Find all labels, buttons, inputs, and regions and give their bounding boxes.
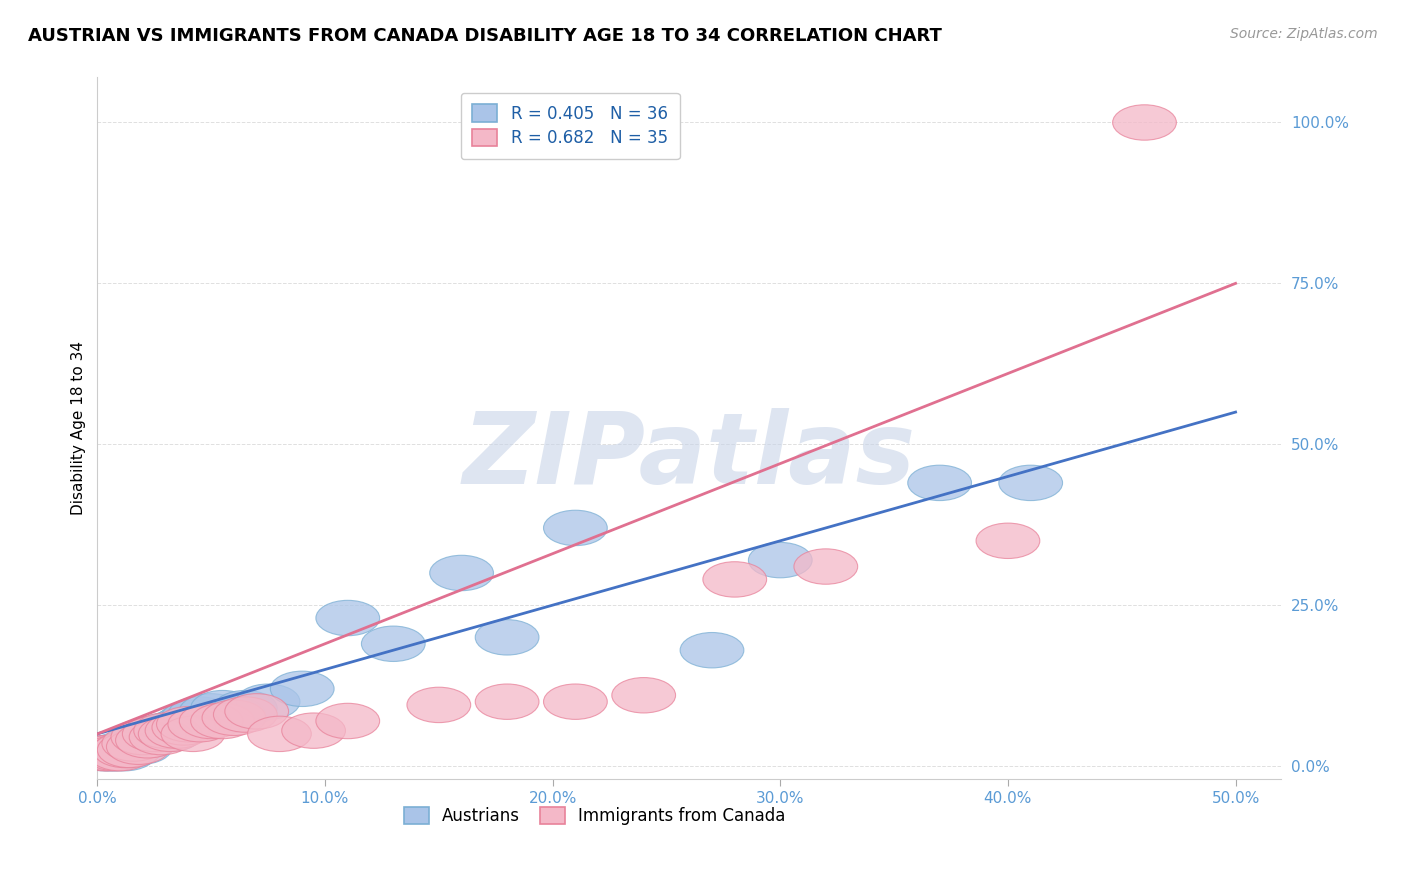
Ellipse shape [89,736,152,771]
Ellipse shape [703,562,766,597]
Ellipse shape [93,732,156,768]
Ellipse shape [236,684,299,719]
Ellipse shape [544,684,607,719]
Ellipse shape [180,694,243,729]
Ellipse shape [180,703,243,739]
Ellipse shape [247,716,311,752]
Ellipse shape [122,716,186,752]
Ellipse shape [794,549,858,584]
Ellipse shape [104,726,167,761]
Text: Source: ZipAtlas.com: Source: ZipAtlas.com [1230,27,1378,41]
Ellipse shape [122,716,186,752]
Ellipse shape [152,710,215,745]
Ellipse shape [406,687,471,723]
Ellipse shape [84,736,148,771]
Ellipse shape [129,719,193,755]
Ellipse shape [93,736,156,771]
Ellipse shape [129,716,193,752]
Ellipse shape [214,697,277,732]
Ellipse shape [77,736,141,771]
Ellipse shape [430,556,494,591]
Ellipse shape [162,716,225,752]
Ellipse shape [134,713,197,748]
Legend: Austrians, Immigrants from Canada: Austrians, Immigrants from Canada [395,799,794,834]
Ellipse shape [86,736,149,771]
Ellipse shape [167,697,232,732]
Ellipse shape [156,706,221,742]
Ellipse shape [681,632,744,668]
Ellipse shape [976,523,1040,558]
Ellipse shape [77,736,141,771]
Ellipse shape [167,706,232,742]
Ellipse shape [108,729,173,764]
Ellipse shape [162,700,225,736]
Ellipse shape [225,694,288,729]
Ellipse shape [97,732,162,768]
Ellipse shape [748,542,813,578]
Ellipse shape [111,723,174,758]
Ellipse shape [107,729,170,764]
Ellipse shape [72,736,136,771]
Ellipse shape [152,706,215,742]
Ellipse shape [145,710,209,745]
Ellipse shape [316,703,380,739]
Ellipse shape [202,700,266,736]
Ellipse shape [115,723,180,758]
Text: AUSTRIAN VS IMMIGRANTS FROM CANADA DISABILITY AGE 18 TO 34 CORRELATION CHART: AUSTRIAN VS IMMIGRANTS FROM CANADA DISAB… [28,27,942,45]
Ellipse shape [145,713,209,748]
Ellipse shape [612,678,675,713]
Ellipse shape [475,620,538,655]
Ellipse shape [544,510,607,546]
Ellipse shape [191,703,254,739]
Ellipse shape [100,729,163,764]
Ellipse shape [998,466,1063,500]
Ellipse shape [138,716,202,752]
Ellipse shape [156,703,221,739]
Ellipse shape [214,690,277,726]
Ellipse shape [1112,104,1177,140]
Ellipse shape [111,719,174,755]
Ellipse shape [72,736,136,771]
Ellipse shape [281,713,346,748]
Ellipse shape [270,671,335,706]
Ellipse shape [115,723,180,758]
Y-axis label: Disability Age 18 to 34: Disability Age 18 to 34 [72,341,86,516]
Ellipse shape [361,626,425,662]
Ellipse shape [191,690,254,726]
Ellipse shape [138,716,202,752]
Ellipse shape [202,697,266,732]
Ellipse shape [134,713,197,748]
Ellipse shape [475,684,538,719]
Ellipse shape [316,600,380,636]
Ellipse shape [97,732,162,768]
Ellipse shape [908,466,972,500]
Ellipse shape [89,732,152,768]
Ellipse shape [82,736,145,771]
Ellipse shape [101,726,166,761]
Text: ZIPatlas: ZIPatlas [463,408,915,505]
